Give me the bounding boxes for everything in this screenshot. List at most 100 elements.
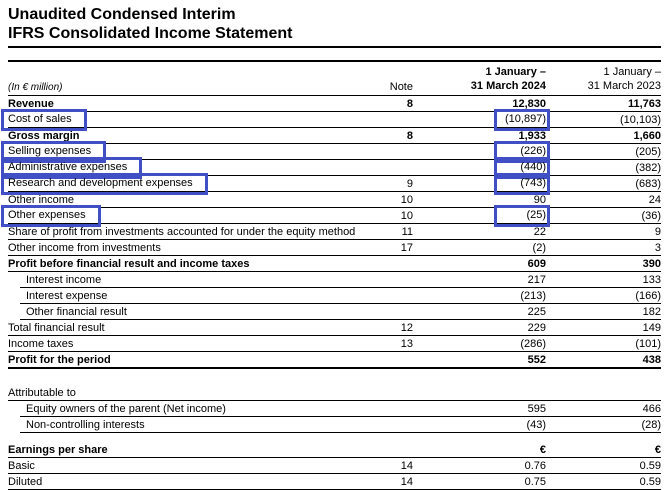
value-2024-cell-text: 12,830	[512, 97, 546, 110]
annotation-box: (25)	[494, 204, 550, 227]
value-2024-cell-text: 90	[533, 193, 546, 206]
value-2023-cell: 0.59	[546, 460, 661, 472]
value-2024-cell: 0.76	[413, 460, 546, 472]
value-2024-cell-text: (43)	[526, 418, 546, 431]
row-label: Administrative expenses	[1, 156, 367, 179]
value-2024-cell-text: 609	[527, 257, 546, 270]
table-row: Cost of sales (10,897) (10,103)	[1, 108, 661, 131]
table-row: Gross margin 8 1,933 1,660	[8, 128, 661, 144]
table-row: Other financial result 225 182	[20, 304, 661, 320]
value-2023-cell-text: 133	[642, 273, 661, 286]
value-2023-cell: 149	[546, 322, 661, 334]
unit-label: (In € million)	[8, 82, 63, 93]
page-title: Unaudited Condensed Interim IFRS Consoli…	[8, 5, 661, 43]
value-2023-cell-text: 11,763	[627, 97, 661, 110]
value-2023-cell: 11,763	[546, 98, 661, 110]
value-2023-cell: (382)	[546, 162, 661, 174]
table-spacer	[8, 369, 661, 385]
table-row: Other expenses 10 (25) (36)	[1, 204, 661, 227]
row-label: Other income from investments	[8, 242, 367, 254]
row-label-text: Income taxes	[8, 337, 74, 350]
table-row: Equity owners of the parent (Net income)…	[20, 401, 661, 417]
note-cell: 10	[367, 210, 413, 222]
value-2023-cell-text: 3	[654, 241, 661, 254]
note-cell: 10	[367, 194, 413, 206]
table-header-row: (In € million) Note 1 January – 31 March…	[8, 65, 661, 96]
row-label: Equity owners of the parent (Net income)	[20, 403, 367, 415]
note-cell: 9	[367, 178, 413, 190]
value-2023-cell: 466	[546, 403, 661, 415]
note-cell-text: 13	[400, 337, 413, 350]
row-label-text: Equity owners of the parent (Net income)	[26, 402, 226, 415]
note-cell: 8	[367, 130, 413, 142]
note-cell: 17	[367, 242, 413, 254]
row-label-text: Share of profit from investments account…	[8, 225, 356, 238]
table-row: Revenue 8 12,830 11,763	[8, 96, 661, 112]
value-2024-cell-text: €	[539, 443, 546, 456]
value-2023-cell-text: €	[654, 443, 661, 456]
value-2023-cell: (101)	[546, 338, 661, 350]
row-label: Gross margin	[8, 130, 367, 142]
row-label: Basic	[8, 460, 367, 472]
value-2023-cell: 9	[546, 226, 661, 238]
value-2024-cell-text: 217	[527, 273, 546, 286]
value-2024-cell-text: (2)	[532, 241, 546, 254]
row-label-text: Revenue	[8, 97, 54, 110]
note-cell-text: 11	[401, 225, 413, 238]
value-2024-cell: 229	[413, 322, 546, 334]
value-2023-cell: 438	[546, 354, 661, 366]
row-label-text: Basic	[8, 459, 35, 472]
table-row: Earnings per share € €	[8, 442, 661, 458]
table-row: Interest expense (213) (166)	[20, 288, 661, 304]
row-label-text: Other income	[8, 193, 75, 206]
row-label-text: Total financial result	[8, 321, 105, 334]
value-2023-cell: (205)	[546, 146, 661, 158]
table-spacer	[8, 433, 661, 442]
value-2023-cell-text: (28)	[641, 418, 661, 431]
note-cell-text: 14	[400, 475, 413, 488]
table-row: Share of profit from investments account…	[8, 224, 661, 240]
value-2024-cell: (25)	[413, 204, 550, 227]
row-label: Interest expense	[20, 290, 367, 302]
note-cell-text: 8	[406, 97, 413, 110]
row-label-text: Interest income	[26, 273, 102, 286]
table-row: Profit for the period 552 438	[8, 352, 661, 369]
value-2024-cell: (440)	[413, 156, 550, 179]
value-2024-cell: 595	[413, 403, 546, 415]
value-2023-cell-text: (36)	[641, 209, 661, 222]
value-2023-cell-text: 0.59	[639, 475, 661, 488]
value-2024-cell-text: 595	[527, 402, 546, 415]
table-row: Non-controlling interests (43) (28)	[20, 417, 661, 433]
period-2023-column-header: 1 January – 31 March 2023	[587, 66, 661, 92]
row-label-text: Profit before financial result and incom…	[8, 257, 250, 270]
page-title-line1: Unaudited Condensed Interim	[8, 6, 236, 23]
row-label: Other financial result	[20, 306, 367, 318]
value-2023-cell-text: 1,660	[633, 129, 661, 142]
table-row: Administrative expenses (440) (382)	[1, 156, 661, 179]
table-row: Income taxes 13 (286) (101)	[8, 336, 661, 352]
note-cell-text: 14	[400, 459, 413, 472]
value-2024-cell: €	[413, 444, 546, 456]
row-label-text: Diluted	[8, 475, 43, 488]
note-column-header: Note	[389, 81, 413, 93]
value-2023-cell-text: 182	[642, 305, 661, 318]
value-2024-cell: 0.75	[413, 476, 546, 488]
value-2024-cell: 217	[413, 274, 546, 286]
value-2023-cell-text: (205)	[635, 145, 661, 158]
table-row: Total financial result 12 229 149	[8, 320, 661, 336]
row-label-text: Attributable to	[8, 386, 76, 399]
value-2023-cell-text: (101)	[635, 337, 661, 350]
value-2023-cell-text: (166)	[635, 289, 661, 302]
note-cell-text: 9	[406, 177, 413, 190]
note-cell: 8	[367, 98, 413, 110]
value-2023-cell: (683)	[546, 178, 661, 190]
annotation-box: (226)	[494, 140, 550, 163]
row-label-text: Other income from investments	[8, 241, 161, 254]
value-2024-cell: (10,897)	[413, 108, 550, 131]
table-row: Profit before financial result and incom…	[8, 256, 661, 272]
value-2024-cell-text: (213)	[520, 289, 546, 302]
value-2024-cell: 609	[413, 258, 546, 270]
row-label: Revenue	[8, 98, 367, 110]
table-top-rule	[8, 60, 661, 62]
